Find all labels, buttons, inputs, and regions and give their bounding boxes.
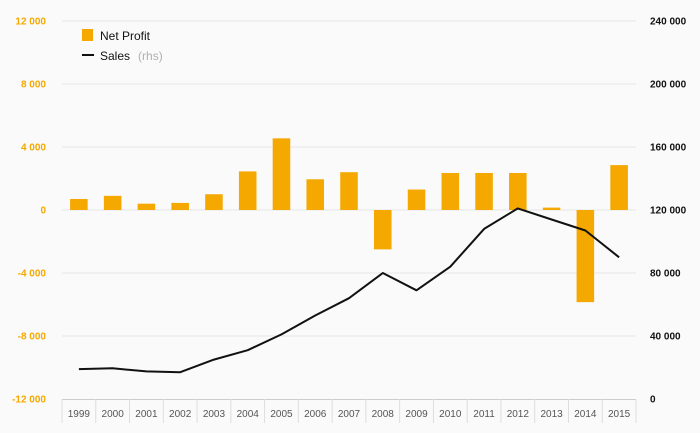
- x-tick-label-2006: 2006: [304, 409, 327, 420]
- net-profit-bar-2010: [441, 172, 460, 210]
- net-profit-bar-2003: [205, 194, 223, 210]
- right-axis: 0 40 000 80 000 120 000 160 000 200 000 240 00…: [650, 17, 687, 406]
- left-tick-label: 4 000: [21, 143, 46, 154]
- right-tick-label: 120 000: [650, 206, 687, 217]
- right-tick-label: 40 000: [650, 332, 681, 343]
- net-profit-bar-2001: [137, 203, 156, 210]
- legend: Net Profit Sales (rhs): [82, 29, 163, 64]
- x-tick-label-2007: 2007: [338, 409, 361, 420]
- right-tick-label: 240 000: [650, 17, 687, 28]
- x-tick-label-1999: 1999: [68, 409, 91, 420]
- x-tick-label-2009: 2009: [405, 409, 428, 420]
- right-tick-label: 200 000: [650, 80, 687, 91]
- left-tick-label: 0: [40, 206, 46, 217]
- x-tick-label-2008: 2008: [372, 409, 395, 420]
- x-tick-label-2004: 2004: [237, 409, 260, 420]
- net-profit-bar-2008: [373, 210, 392, 250]
- x-tick-label-2011: 2011: [473, 409, 495, 420]
- net-profit-bar-2015: [610, 165, 628, 210]
- left-tick-label: -8 000: [18, 332, 47, 343]
- x-tick-label-2000: 2000: [102, 409, 125, 420]
- x-tick-label-2015: 2015: [608, 409, 631, 420]
- net-profit-bar-2013: [542, 207, 561, 210]
- right-tick-label: 160 000: [650, 143, 687, 154]
- net-profit-bar-2006: [306, 179, 325, 210]
- legend-label-sales-group: Sales (rhs): [100, 47, 163, 64]
- x-tick-label-2012: 2012: [507, 409, 530, 420]
- x-axis: 1999 2000 2001 2002 2003 2004 2005 2006 2007 2008…: [61, 399, 637, 423]
- net-profit-bars: [70, 138, 628, 303]
- x-tick-label-2013: 2013: [540, 409, 563, 420]
- legend-swatch-net-profit: [82, 29, 93, 41]
- sales-line: [78, 207, 620, 374]
- net-profit-bar-1999: [70, 198, 88, 210]
- left-tick-label: 12 000: [15, 17, 46, 28]
- sales-line-group: [78, 207, 620, 374]
- net-profit-bar-2000: [103, 195, 122, 210]
- x-tick-label-2010: 2010: [439, 409, 462, 420]
- x-tick-label-2005: 2005: [270, 409, 293, 420]
- net-profit-bar-2002: [171, 202, 189, 210]
- legend-label-net-profit: Net Profit: [100, 29, 151, 43]
- left-tick-label: -12 000: [12, 395, 46, 406]
- legend-label-sales: Sales: [100, 49, 130, 63]
- net-profit-bar-2012: [509, 172, 527, 210]
- x-tick-label-2003: 2003: [203, 409, 226, 420]
- left-tick-label: -4 000: [18, 269, 47, 280]
- net-profit-bar-2005: [272, 138, 291, 210]
- net-profit-bar-2004: [238, 171, 257, 210]
- left-axis: -12 000 -8 000 -4 000 0 4 000 8 000 12 000: [12, 17, 46, 406]
- legend-label-sales-suffix: (rhs): [138, 49, 163, 63]
- net-profit-bar-2009: [407, 189, 426, 210]
- net-profit-bar-2011: [475, 172, 493, 210]
- net-profit-bar-2014: [576, 210, 595, 303]
- x-tick-label-2001: 2001: [135, 409, 158, 420]
- right-tick-label: 0: [650, 395, 656, 406]
- left-tick-label: 8 000: [21, 80, 46, 91]
- right-tick-label: 80 000: [650, 269, 681, 280]
- x-tick-label-2014: 2014: [574, 409, 597, 420]
- net-profit-bar-2007: [340, 172, 358, 210]
- x-tick-label-2002: 2002: [169, 409, 192, 420]
